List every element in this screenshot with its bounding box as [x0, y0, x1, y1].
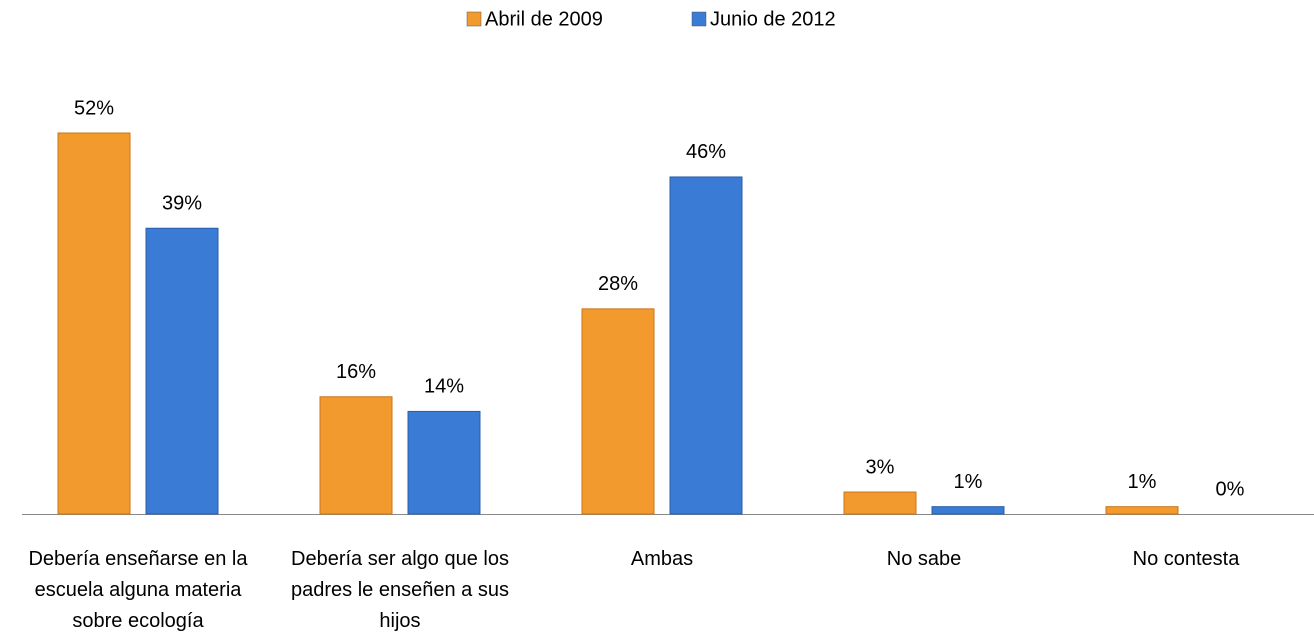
x-tick-label: Ambas	[630, 548, 694, 570]
x-tick-label: Debería enseñarse en la escuela alguna m…	[28, 548, 248, 632]
x-tick-label: Debería ser algo que los padres le enseñ…	[291, 548, 509, 632]
bar	[145, 227, 219, 515]
data-label: 46%	[686, 141, 726, 163]
data-label: 39%	[162, 193, 202, 215]
data-label: 1%	[1128, 471, 1157, 493]
x-tick-label: No contesta	[1132, 548, 1240, 570]
data-label: 16%	[336, 361, 376, 383]
bar	[407, 410, 481, 515]
data-label: 28%	[598, 273, 638, 295]
bar	[581, 308, 655, 515]
legend-swatch	[466, 11, 482, 27]
bar	[57, 132, 131, 515]
legend-label: Abril de 2009	[485, 8, 603, 30]
bar	[319, 396, 393, 515]
data-label: 14%	[424, 376, 464, 398]
data-label: 52%	[74, 97, 114, 119]
data-label: 3%	[866, 456, 895, 478]
bar	[931, 506, 1005, 515]
data-label: 0%	[1216, 478, 1245, 500]
bar	[843, 491, 917, 515]
legend-swatch	[691, 11, 707, 27]
x-tick-label: No sabe	[886, 548, 962, 570]
bar	[669, 176, 743, 515]
data-label: 1%	[954, 471, 983, 493]
legend-label: Junio de 2012	[710, 8, 836, 30]
bar	[1105, 506, 1179, 515]
